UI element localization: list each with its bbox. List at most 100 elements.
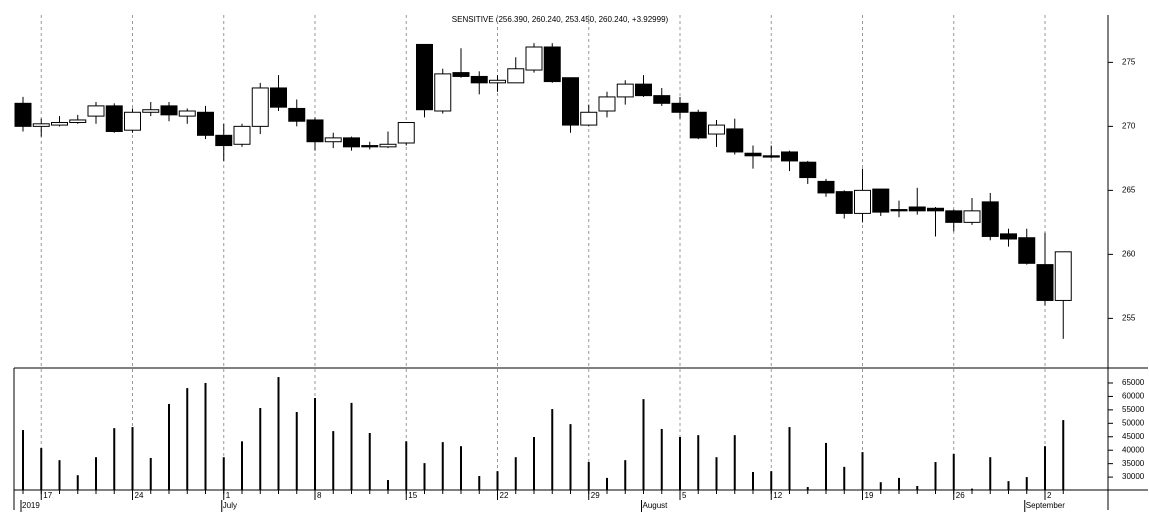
volume-bar [204, 382, 207, 490]
x-tick-label: 24 [135, 491, 144, 500]
volume-bar [222, 457, 225, 490]
volume-bar [1062, 420, 1065, 490]
y-tick-label: 55000 [1122, 405, 1145, 414]
volume-bar [405, 441, 408, 490]
volume-bar [95, 457, 97, 490]
volume-bar [660, 428, 663, 490]
candle-body [543, 46, 561, 83]
candle-body [525, 46, 543, 71]
x-tick-label: 12 [773, 491, 782, 500]
volume-bar [679, 437, 681, 490]
volume-bar [131, 427, 134, 490]
candle-body [379, 143, 397, 148]
chart-title: SENSITIVE (256.390, 260.240, 253.450, 26… [452, 15, 669, 24]
candle-body [69, 119, 87, 124]
volume-bar [879, 482, 882, 490]
y-tick-label: 275 [1122, 57, 1136, 66]
volume-bar [58, 460, 61, 490]
x-tick-label: 19 [865, 491, 874, 500]
volume-bar [843, 466, 846, 490]
candle-body [562, 77, 579, 126]
candle-body [1018, 237, 1036, 264]
volume-bar [241, 441, 243, 490]
volume-bar [606, 477, 608, 490]
volume-bar [916, 485, 919, 490]
volume-bar [76, 475, 79, 490]
y-tick-label: 30000 [1122, 472, 1145, 481]
volume-bar [113, 428, 116, 490]
candle-body [1036, 264, 1054, 301]
volume-bar [770, 471, 773, 490]
y-tick-label: 260 [1122, 249, 1136, 258]
x-tick-label: 17 [43, 491, 52, 500]
volume-bar [496, 471, 499, 490]
candle-body [927, 207, 944, 212]
x-tick-label: 15 [408, 491, 417, 500]
volume-bar [551, 409, 554, 490]
y-tick-label: 270 [1122, 121, 1136, 130]
month-label: August [643, 501, 669, 510]
volume-bar [314, 398, 316, 490]
volume-bar [806, 487, 809, 490]
month-label: September [1026, 501, 1065, 510]
x-tick-label: 26 [956, 491, 965, 500]
month-label: 2019 [22, 501, 40, 510]
volume-bar [825, 442, 827, 490]
candle-body [708, 124, 725, 135]
x-tick-label: 1 [226, 491, 231, 500]
candle-body [689, 111, 707, 139]
candle-body [87, 105, 105, 117]
candle-body [963, 210, 981, 223]
x-tick-label: 22 [500, 491, 509, 500]
candle-body [598, 96, 616, 112]
volume-bar [587, 462, 590, 490]
volume-bar [295, 412, 298, 490]
candle-body [580, 111, 598, 126]
candle-body [178, 110, 196, 117]
volume-bar [350, 402, 353, 490]
volume-bar [715, 457, 718, 490]
candle-body [416, 43, 433, 111]
candle-body [251, 87, 269, 127]
candle-body [434, 73, 452, 112]
candle-body [872, 188, 890, 213]
volume-bar [642, 399, 645, 490]
volume-bar [788, 427, 791, 490]
y-tick-label: 45000 [1122, 432, 1145, 441]
candle-body [908, 206, 926, 212]
volume-bar [861, 452, 864, 490]
candle-body [160, 105, 178, 116]
volume-bar [1007, 481, 1010, 490]
volume-bar [898, 477, 900, 490]
y-tick-label: 40000 [1122, 445, 1145, 454]
candle-body [1000, 233, 1017, 240]
candle-body [671, 102, 689, 113]
candle-body [105, 105, 123, 132]
volume-bar [186, 388, 189, 490]
x-tick-label: 29 [591, 491, 600, 500]
candle-body [215, 134, 233, 147]
y-tick-label: 60000 [1122, 392, 1145, 401]
candle-body [361, 145, 379, 148]
candle-body [635, 83, 652, 97]
month-label: July [223, 501, 237, 510]
x-tick-label: 8 [317, 491, 322, 500]
volume-bar [423, 463, 426, 490]
volume-bar [40, 448, 43, 490]
y-tick-label: 35000 [1122, 459, 1145, 468]
volume-bar [368, 432, 371, 490]
candle-body [854, 189, 871, 214]
candle-body [726, 128, 744, 153]
volume-bar [752, 471, 754, 490]
volume-bar [952, 453, 955, 490]
candle-body [799, 161, 817, 179]
candle-body [343, 137, 360, 148]
candle-body [288, 107, 306, 122]
volume-bar [569, 424, 572, 490]
volume-bar [259, 407, 262, 490]
x-tick-label: 5 [682, 491, 687, 500]
candle-body [1054, 251, 1072, 301]
volume-bar [1044, 446, 1046, 490]
candle-body [124, 111, 141, 131]
